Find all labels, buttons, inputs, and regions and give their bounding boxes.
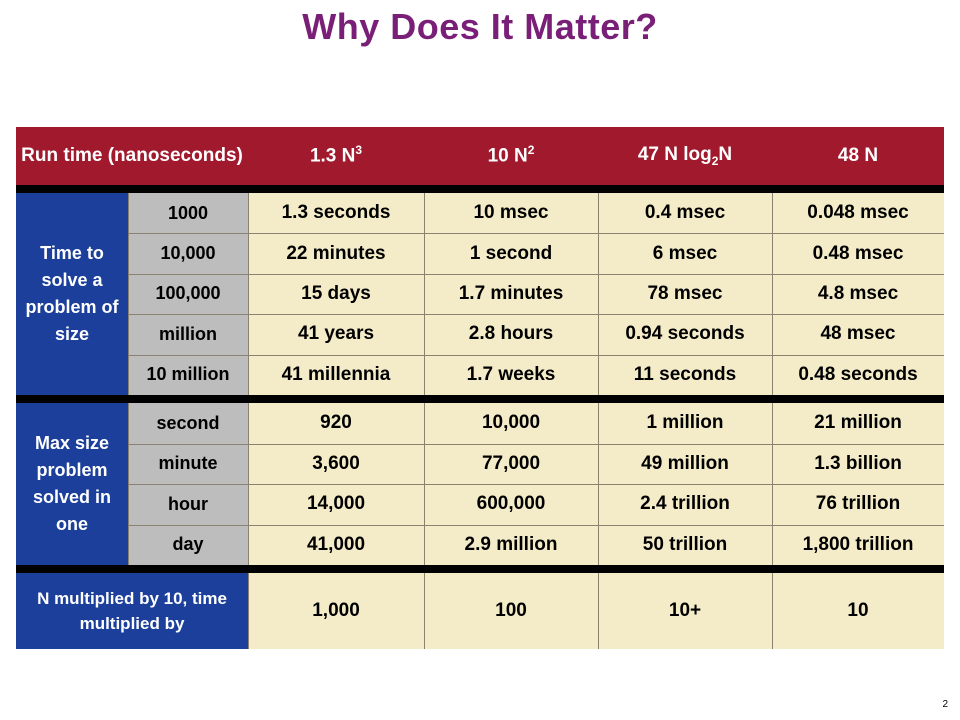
grid-line [772, 193, 773, 395]
grid-line [772, 573, 773, 649]
grid-line [128, 314, 944, 316]
header-col-tail: N [718, 143, 733, 165]
table-cell: 41 millennia [248, 354, 424, 395]
table-cell: 10 [772, 573, 944, 649]
header-col-exponent: 2 [527, 143, 535, 158]
header-col-3: 47 N log2N [598, 127, 772, 185]
row-size-label: hour [128, 484, 248, 525]
table-cell: 2.8 hours [424, 314, 598, 355]
table-cell: 78 msec [598, 273, 772, 315]
table-cell: 600,000 [424, 484, 598, 525]
runtime-table: Run time (nanoseconds) 1.3 N3 10 N2 47 N lo… [16, 127, 944, 649]
table-cell: 0.4 msec [598, 193, 772, 234]
header-col-label: 48 N [838, 145, 878, 167]
section-label-max-size: Max size problem solved in one [16, 403, 128, 565]
section-separator [16, 395, 944, 403]
table-cell: 2.9 million [424, 524, 598, 565]
grid-line [128, 443, 944, 445]
row-size-label: million [128, 314, 248, 355]
table-cell: 1,800 trillion [772, 524, 944, 565]
header-col-label: 47 N log2N [638, 144, 732, 169]
grid-line [248, 193, 249, 395]
table-cell: 1,000 [248, 573, 424, 649]
table-cell: 10,000 [424, 403, 598, 444]
grid-line [424, 573, 425, 649]
row-size-label: 10,000 [128, 233, 248, 274]
header-col-label: 10 N2 [488, 144, 535, 167]
section-separator [16, 565, 944, 573]
table-cell: 1.7 minutes [424, 273, 598, 315]
grid-line [424, 193, 425, 395]
table-cell: 920 [248, 403, 424, 444]
table-cell: 41 years [248, 314, 424, 355]
table-cell: 76 trillion [772, 484, 944, 525]
table-cell: 49 million [598, 443, 772, 484]
table-cell: 10+ [598, 573, 772, 649]
section-label-n-multiplied: N multiplied by 10, time multiplied by [16, 573, 248, 649]
row-size-label: 1000 [128, 193, 248, 234]
table-cell: 0.48 seconds [772, 354, 944, 395]
row-size-label: minute [128, 443, 248, 484]
table-cell: 50 trillion [598, 524, 772, 565]
section-separator [16, 185, 944, 193]
header-col-exponent: 3 [355, 143, 363, 158]
table-cell: 10 msec [424, 193, 598, 234]
table-cell: 3,600 [248, 443, 424, 484]
table-cell: 4.8 msec [772, 273, 944, 315]
table-cell: 1 million [598, 403, 772, 444]
table-cell: 11 seconds [598, 354, 772, 395]
table-cell: 100 [424, 573, 598, 649]
table-cell: 1.7 weeks [424, 354, 598, 395]
grid-line [598, 573, 599, 649]
header-col-4: 48 N [772, 127, 944, 185]
table-cell: 0.048 msec [772, 193, 944, 234]
page-number: 2 [942, 699, 948, 710]
header-col-label: 1.3 N3 [310, 144, 362, 167]
section-label-time-to-solve: Time to solve a problem of size [16, 193, 128, 395]
table-cell: 1 second [424, 233, 598, 274]
header-col-base: 48 N [837, 145, 879, 167]
row-size-label: second [128, 403, 248, 444]
table-cell: 21 million [772, 403, 944, 444]
table-cell: 14,000 [248, 484, 424, 525]
table-cell: 0.48 msec [772, 233, 944, 274]
table-cell: 48 msec [772, 314, 944, 355]
row-size-label: 10 million [128, 354, 248, 395]
row-size-label: day [128, 524, 248, 565]
grid-line [128, 273, 944, 275]
header-col-2: 10 N2 [424, 127, 598, 185]
table-cell: 2.4 trillion [598, 484, 772, 525]
header-col-base: 1.3 N [309, 145, 356, 167]
table-cell: 15 days [248, 273, 424, 315]
page-title: Why Does It Matter? [302, 6, 658, 47]
table-cell: 1.3 billion [772, 443, 944, 484]
row-size-label: 100,000 [128, 273, 248, 315]
header-col-base: 10 N [487, 145, 528, 167]
grid-line [128, 233, 944, 235]
table-cell: 1.3 seconds [248, 193, 424, 234]
grid-line [128, 193, 129, 395]
header-col-base: 47 N log [637, 143, 712, 165]
header-col-subscript: 2 [711, 153, 719, 168]
table-cell: 22 minutes [248, 233, 424, 274]
header-col-1: 1.3 N3 [248, 127, 424, 185]
grid-line [128, 354, 944, 356]
table-cell: 41,000 [248, 524, 424, 565]
grid-line [248, 573, 249, 649]
table-cell: 6 msec [598, 233, 772, 274]
header-corner: Run time (nanoseconds) [16, 127, 248, 185]
grid-line [128, 484, 944, 485]
grid-line [128, 524, 944, 526]
grid-line [598, 193, 599, 395]
table-cell: 77,000 [424, 443, 598, 484]
table-cell: 0.94 seconds [598, 314, 772, 355]
